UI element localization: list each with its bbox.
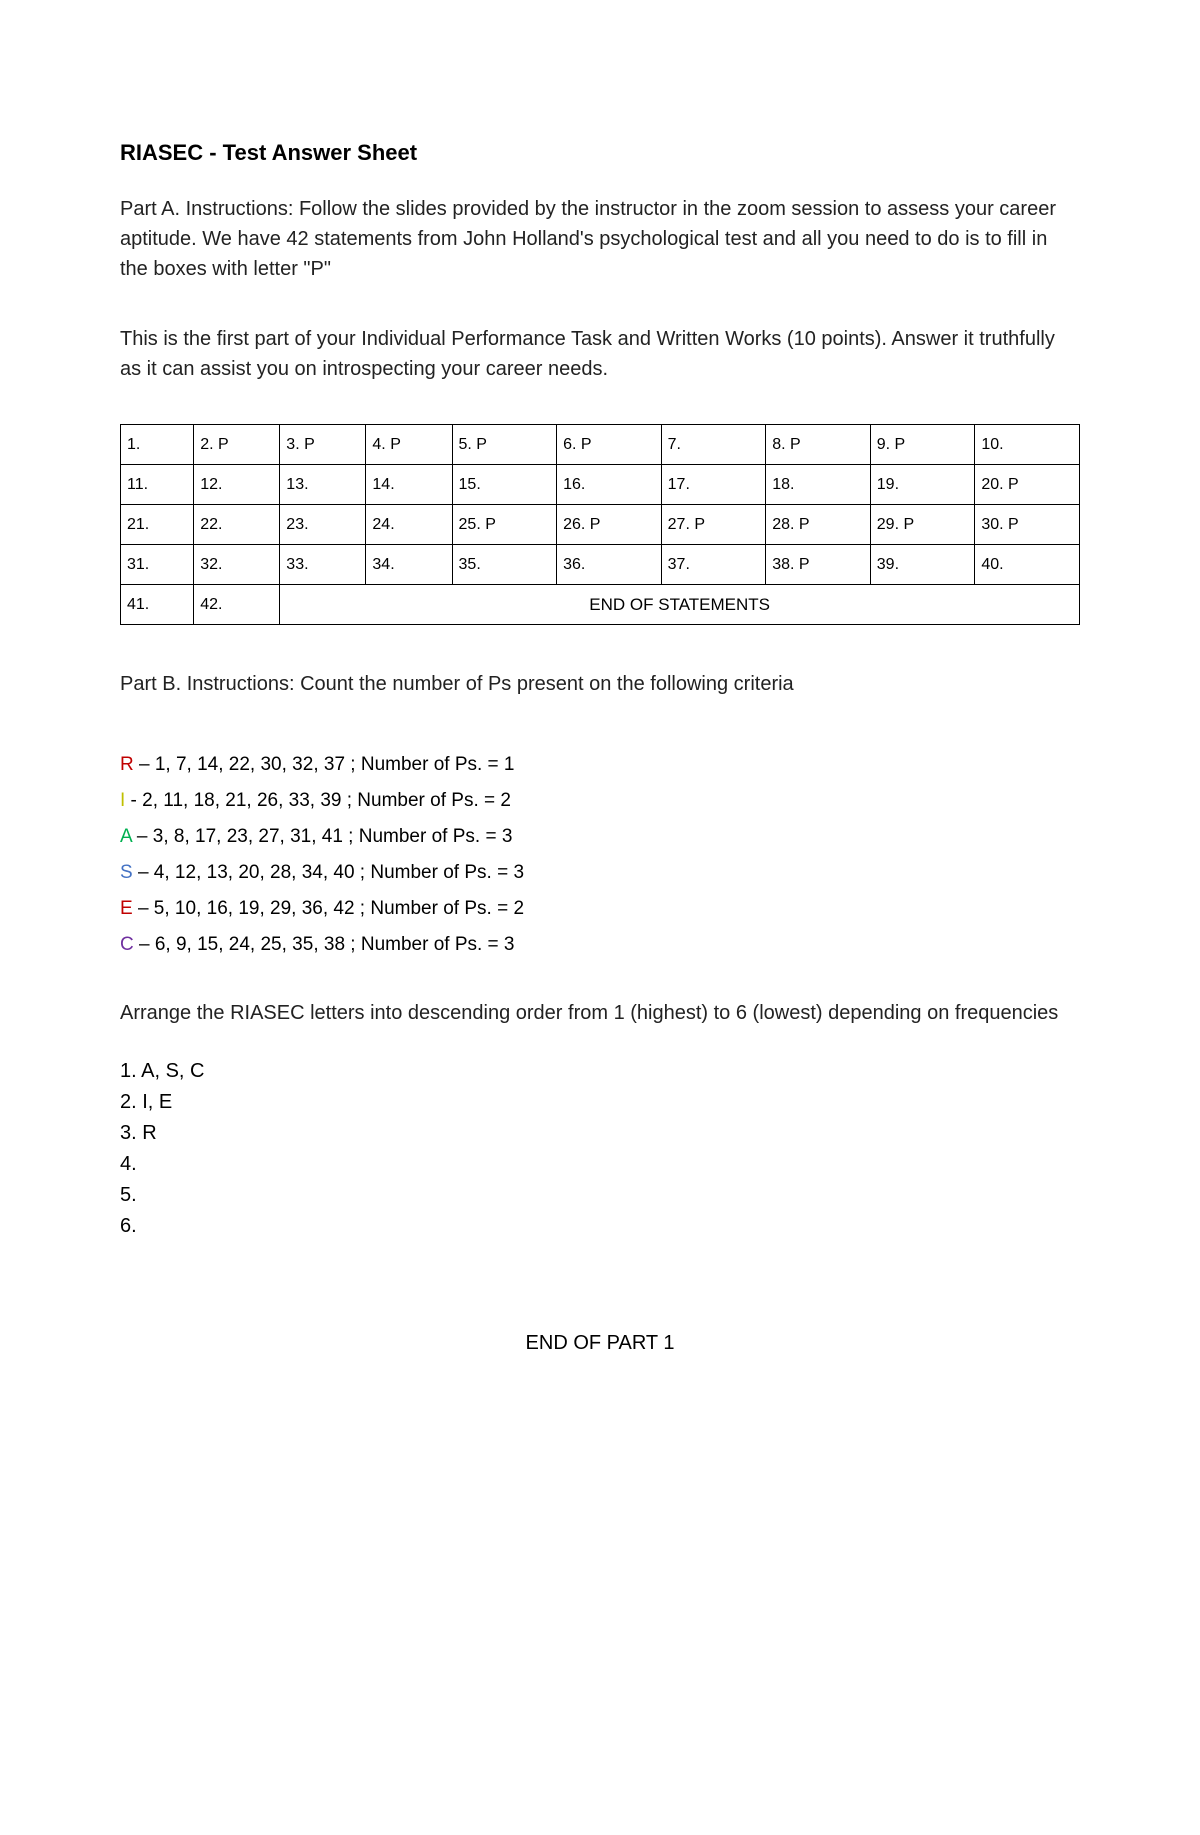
partB-criteria-block: R – 1, 7, 14, 22, 30, 32, 37 ; Number of…: [120, 747, 1080, 964]
table-cell: 5. P: [452, 425, 557, 465]
table-cell: 26. P: [557, 505, 662, 545]
table-cell: 41.: [121, 585, 194, 625]
table-cell: 13.: [280, 465, 366, 505]
table-cell: 7.: [661, 425, 766, 465]
table-cell: 2. P: [194, 425, 280, 465]
riasec-letter: E: [120, 898, 133, 919]
criteria-text: – 1, 7, 14, 22, 30, 32, 37 ; Number of P…: [134, 754, 515, 775]
table-cell: 22.: [194, 505, 280, 545]
criteria-line: I - 2, 11, 18, 21, 26, 33, 39 ; Number o…: [120, 783, 1080, 819]
criteria-text: – 5, 10, 16, 19, 29, 36, 42 ; Number of …: [133, 898, 524, 919]
table-cell: 9. P: [870, 425, 975, 465]
table-cell: 37.: [661, 545, 766, 585]
spacer: [120, 312, 1080, 324]
page-title: RIASEC - Test Answer Sheet: [120, 140, 1080, 166]
table-cell: 39.: [870, 545, 975, 585]
table-cell: 1.: [121, 425, 194, 465]
table-cell: 29. P: [870, 505, 975, 545]
criteria-text: - 2, 11, 18, 21, 26, 33, 39 ; Number of …: [125, 790, 511, 811]
riasec-letter: A: [120, 826, 132, 847]
criteria-text: – 3, 8, 17, 23, 27, 31, 41 ; Number of P…: [132, 826, 513, 847]
table-cell: 34.: [366, 545, 452, 585]
rank-item: 2. I, E: [120, 1087, 1080, 1118]
table-cell: 4. P: [366, 425, 452, 465]
criteria-line: S – 4, 12, 13, 20, 28, 34, 40 ; Number o…: [120, 855, 1080, 891]
table-cell: 10.: [975, 425, 1080, 465]
rank-item: 5.: [120, 1180, 1080, 1211]
table-cell: 17.: [661, 465, 766, 505]
rank-item: 3. R: [120, 1118, 1080, 1149]
table-cell: 8. P: [766, 425, 871, 465]
partA-instructions-1: Part A. Instructions: Follow the slides …: [120, 194, 1080, 284]
footer-end-of-part: END OF PART 1: [120, 1332, 1080, 1355]
table-cell: 12.: [194, 465, 280, 505]
end-of-statements-cell: END OF STATEMENTS: [280, 585, 1080, 625]
table-cell: 24.: [366, 505, 452, 545]
table-cell: 11.: [121, 465, 194, 505]
table-cell: 42.: [194, 585, 280, 625]
table-cell: 30. P: [975, 505, 1080, 545]
riasec-letter: R: [120, 754, 134, 775]
table-cell: 27. P: [661, 505, 766, 545]
table-cell: 6. P: [557, 425, 662, 465]
table-cell: 36.: [557, 545, 662, 585]
criteria-line: R – 1, 7, 14, 22, 30, 32, 37 ; Number of…: [120, 747, 1080, 783]
rank-item: 4.: [120, 1149, 1080, 1180]
table-cell: 20. P: [975, 465, 1080, 505]
table-cell: 18.: [766, 465, 871, 505]
rank-list: 1. A, S, C2. I, E3. R4.5.6.: [120, 1056, 1080, 1242]
table-cell: 40.: [975, 545, 1080, 585]
partB-intro: Part B. Instructions: Count the number o…: [120, 669, 1080, 699]
table-cell: 38. P: [766, 545, 871, 585]
criteria-line: C – 6, 9, 15, 24, 25, 35, 38 ; Number of…: [120, 927, 1080, 963]
criteria-text: – 6, 9, 15, 24, 25, 35, 38 ; Number of P…: [134, 934, 515, 955]
table-cell: 16.: [557, 465, 662, 505]
table-row: 1.2. P3. P4. P5. P6. P7.8. P9. P10.: [121, 425, 1080, 465]
criteria-line: E – 5, 10, 16, 19, 29, 36, 42 ; Number o…: [120, 891, 1080, 927]
table-cell: 14.: [366, 465, 452, 505]
table-cell: 25. P: [452, 505, 557, 545]
riasec-letter: S: [120, 862, 133, 883]
table-row: 11.12.13.14.15.16.17.18.19.20. P: [121, 465, 1080, 505]
table-row: 21.22.23.24.25. P26. P27. P28. P29. P30.…: [121, 505, 1080, 545]
table-cell: 28. P: [766, 505, 871, 545]
riasec-letter: C: [120, 934, 134, 955]
partA-instructions-2: This is the first part of your Individua…: [120, 324, 1080, 384]
rank-item: 1. A, S, C: [120, 1056, 1080, 1087]
table-cell: 21.: [121, 505, 194, 545]
table-cell: 33.: [280, 545, 366, 585]
criteria-line: A – 3, 8, 17, 23, 27, 31, 41 ; Number of…: [120, 819, 1080, 855]
table-cell: 15.: [452, 465, 557, 505]
table-cell: 23.: [280, 505, 366, 545]
table-cell: 31.: [121, 545, 194, 585]
table-row: 31.32.33.34.35.36.37.38. P39.40.: [121, 545, 1080, 585]
table-cell: 3. P: [280, 425, 366, 465]
table-cell: 35.: [452, 545, 557, 585]
criteria-text: – 4, 12, 13, 20, 28, 34, 40 ; Number of …: [133, 862, 524, 883]
table-cell: 19.: [870, 465, 975, 505]
table-cell: 32.: [194, 545, 280, 585]
rank-item: 6.: [120, 1211, 1080, 1242]
answer-grid-table: 1.2. P3. P4. P5. P6. P7.8. P9. P10.11.12…: [120, 424, 1080, 625]
document-page: RIASEC - Test Answer Sheet Part A. Instr…: [0, 0, 1200, 1835]
arrange-instructions: Arrange the RIASEC letters into descendi…: [120, 998, 1080, 1028]
table-row: 41.42.END OF STATEMENTS: [121, 585, 1080, 625]
